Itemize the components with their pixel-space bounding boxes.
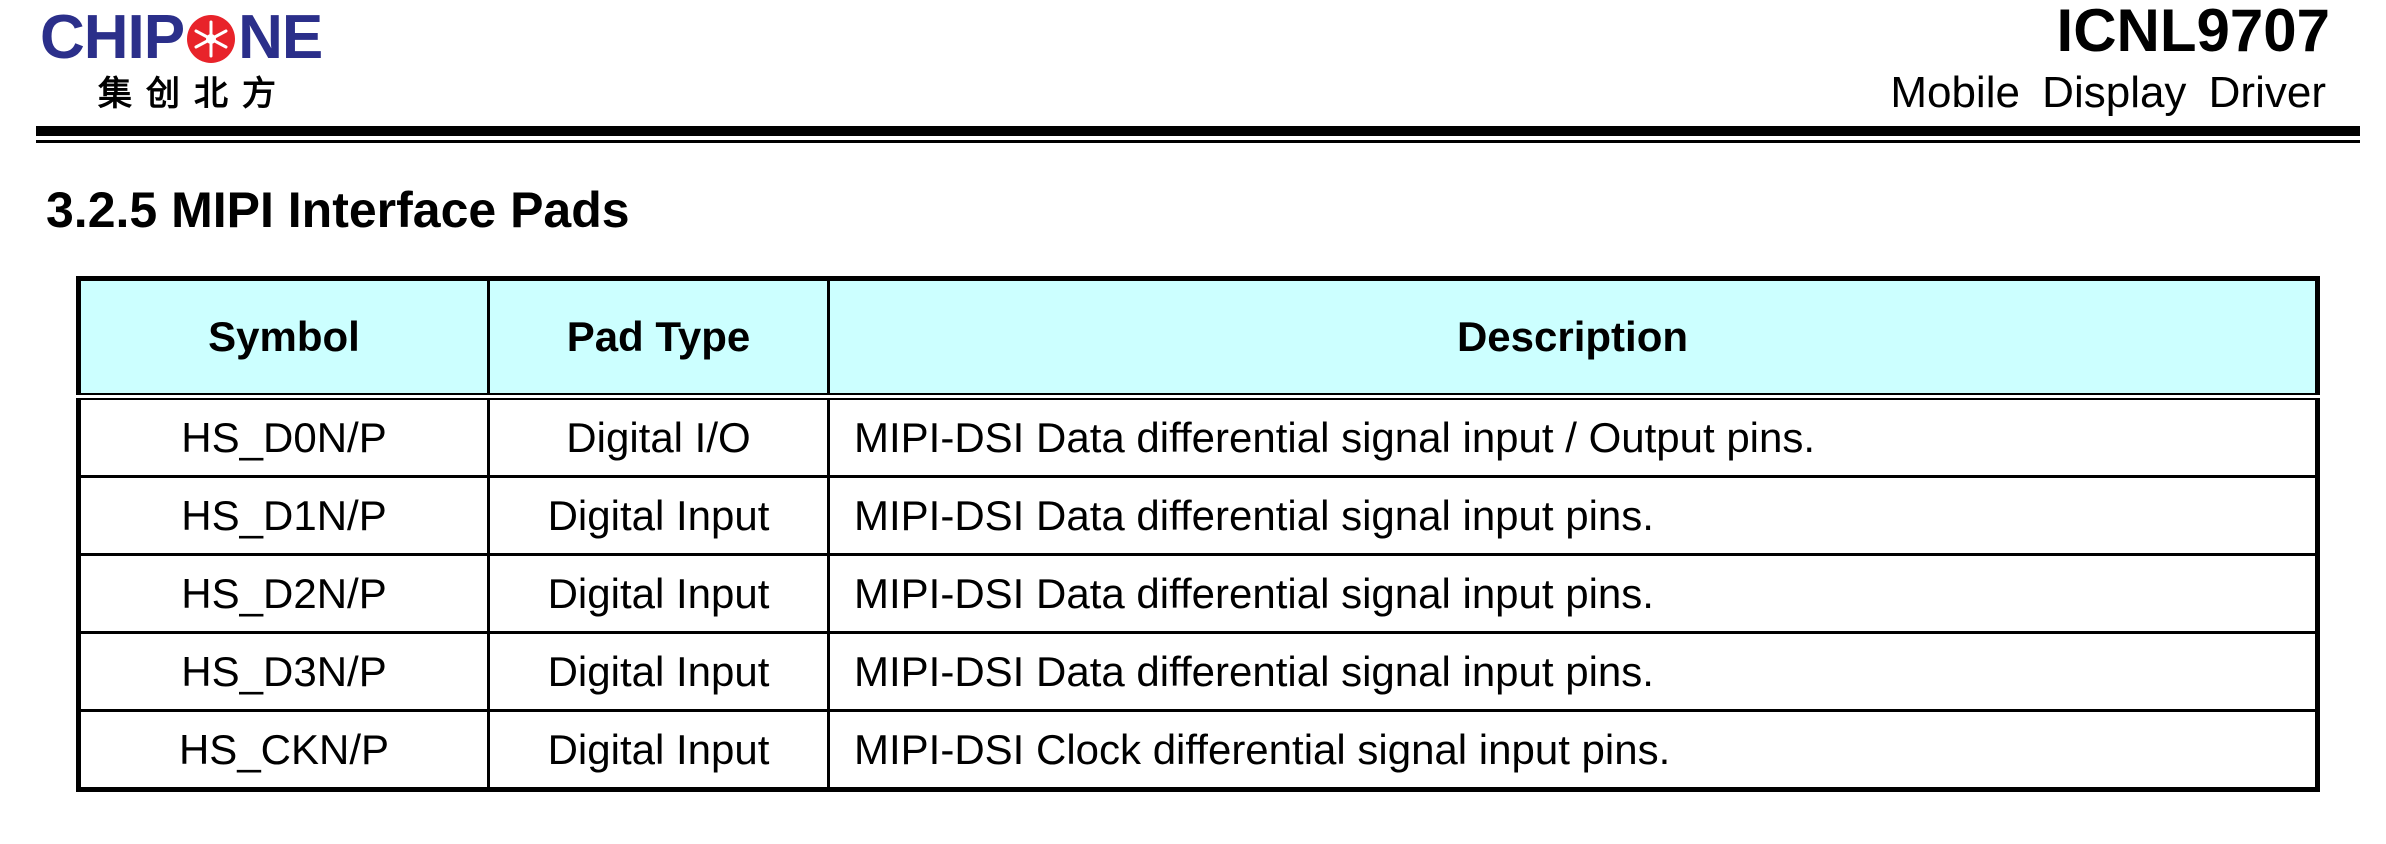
table-row: HS_CKN/P Digital Input MIPI-DSI Clock di… bbox=[77, 709, 2319, 791]
company-logo: CHIP NE 集创北方 bbox=[40, 6, 380, 116]
header-rule-thick bbox=[36, 126, 2360, 136]
cell-pad-type: Digital Input bbox=[487, 709, 830, 791]
cell-pad-type: Digital I/O bbox=[487, 395, 830, 478]
product-subtitle: Mobile Display Driver bbox=[1890, 68, 2326, 117]
cell-symbol: HS_D1N/P bbox=[77, 475, 490, 556]
cell-description: MIPI-DSI Data differential signal input … bbox=[827, 553, 2319, 634]
table-row: HS_D1N/P Digital Input MIPI-DSI Data dif… bbox=[77, 475, 2319, 556]
table-row: HS_D0N/P Digital I/O MIPI-DSI Data diffe… bbox=[77, 395, 2319, 478]
cell-symbol: HS_D3N/P bbox=[77, 631, 490, 712]
cell-description: MIPI-DSI Data differential signal input … bbox=[827, 475, 2319, 556]
logo-chinese-name: 集创北方 bbox=[98, 74, 290, 114]
column-header-symbol: Symbol bbox=[77, 277, 490, 400]
cell-description: MIPI-DSI Clock differential signal input… bbox=[827, 709, 2319, 791]
header-rule-thin bbox=[36, 140, 2360, 143]
table-header-row: Symbol Pad Type Description bbox=[77, 277, 2319, 400]
cell-description: MIPI-DSI Data differential signal input … bbox=[827, 631, 2319, 712]
cell-description: MIPI-DSI Data differential signal input … bbox=[827, 395, 2319, 478]
column-header-description: Description bbox=[827, 277, 2319, 400]
cell-pad-type: Digital Input bbox=[487, 631, 830, 712]
column-header-pad-type: Pad Type bbox=[487, 277, 830, 400]
mipi-pads-table: Symbol Pad Type Description HS_D0N/P Dig… bbox=[76, 276, 2320, 792]
table-row: HS_D2N/P Digital Input MIPI-DSI Data dif… bbox=[77, 553, 2319, 634]
section-title: 3.2.5 MIPI Interface Pads bbox=[46, 182, 630, 238]
table-row: HS_D3N/P Digital Input MIPI-DSI Data dif… bbox=[77, 631, 2319, 712]
logo-word-right: NE bbox=[238, 3, 323, 72]
logo-word-left: CHIP bbox=[40, 3, 185, 72]
logo-wordmark: CHIP NE bbox=[40, 3, 323, 72]
cell-symbol: HS_CKN/P bbox=[77, 709, 490, 791]
product-name: ICNL9707 bbox=[2056, 0, 2330, 64]
cell-pad-type: Digital Input bbox=[487, 475, 830, 556]
logo-star-circle-icon bbox=[187, 15, 236, 63]
cell-symbol: HS_D2N/P bbox=[77, 553, 490, 634]
cell-pad-type: Digital Input bbox=[487, 553, 830, 634]
cell-symbol: HS_D0N/P bbox=[77, 395, 490, 478]
